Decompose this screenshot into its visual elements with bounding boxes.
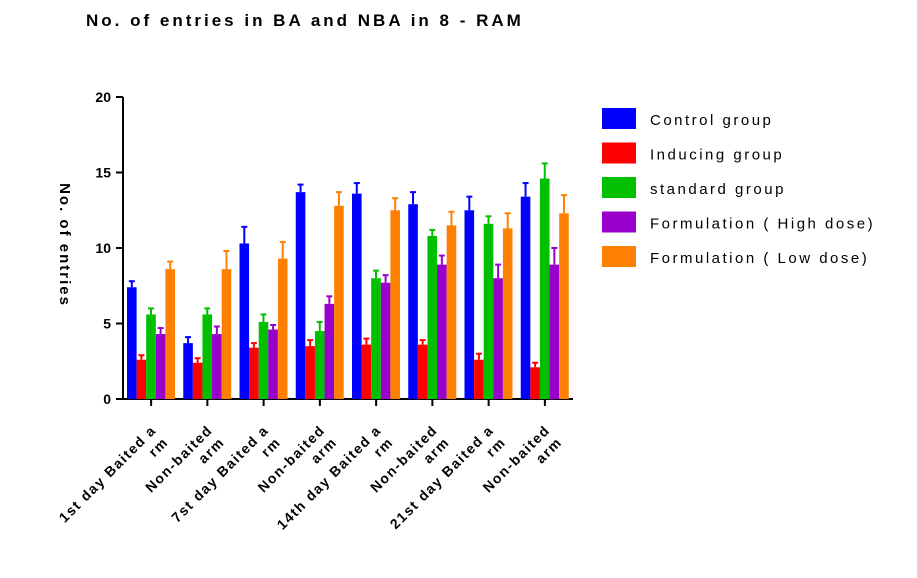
- bar: [314, 331, 325, 399]
- legend-label: Formulation ( High dose): [650, 216, 875, 233]
- bar: [427, 235, 438, 399]
- bar: [549, 264, 560, 399]
- legend-swatch: [602, 177, 636, 198]
- bar: [502, 228, 513, 399]
- x-tick-label-line: 1st day Baited a: [56, 422, 160, 526]
- y-axis-label: No. of entries: [56, 183, 73, 307]
- bar: [146, 314, 156, 399]
- legend-swatch: [602, 211, 636, 233]
- bar: [390, 210, 400, 399]
- bar: [249, 347, 259, 399]
- y-tick-label: 20: [95, 89, 111, 105]
- legend-swatch: [602, 246, 636, 267]
- y-tick-label: 0: [103, 391, 111, 407]
- bar: [305, 346, 315, 399]
- bar: [212, 334, 222, 399]
- legend-label: Inducing group: [650, 147, 784, 164]
- bar: [446, 225, 457, 399]
- bar: [559, 213, 569, 399]
- bar: [530, 367, 540, 399]
- legend: Control group Inducing group standard grou…: [602, 108, 875, 267]
- legend-label: Control group: [650, 112, 773, 129]
- bar: [127, 287, 137, 399]
- y-tick-label: 10: [95, 240, 111, 256]
- bar: [277, 258, 288, 399]
- legend-swatch: [602, 108, 636, 129]
- bar: [371, 278, 381, 399]
- bar: [165, 269, 175, 399]
- bar: [408, 204, 418, 399]
- bar: [417, 344, 428, 399]
- legend-label: standard group: [650, 181, 786, 198]
- bars: [127, 162, 569, 399]
- y-tick-label: 5: [103, 316, 111, 332]
- bar: [464, 210, 475, 399]
- bar: [334, 205, 344, 399]
- bar: [520, 196, 531, 399]
- bar: [202, 314, 213, 399]
- bar: [539, 178, 550, 399]
- bar: [183, 343, 193, 399]
- bar: [361, 344, 372, 399]
- x-tick-label-line: 7st day Baited a: [168, 422, 272, 526]
- y-tick-label: 15: [95, 165, 111, 181]
- bar: [268, 329, 278, 399]
- bar: [493, 278, 503, 399]
- bar: [192, 362, 203, 399]
- bar: [437, 264, 447, 399]
- bar: [474, 359, 484, 399]
- bar: [155, 334, 166, 399]
- bar: [136, 359, 147, 399]
- bar: [324, 303, 335, 399]
- bar: [380, 282, 391, 399]
- legend-swatch: [602, 142, 636, 164]
- bar: [483, 223, 494, 399]
- bar: [221, 269, 232, 399]
- chart-title: No. of entries in BA and NBA in 8 - RAM: [86, 11, 524, 30]
- bar: [258, 321, 269, 399]
- bar: [295, 192, 306, 399]
- legend-label: Formulation ( Low dose): [650, 250, 869, 267]
- bar: [239, 243, 250, 399]
- bar: [352, 193, 362, 399]
